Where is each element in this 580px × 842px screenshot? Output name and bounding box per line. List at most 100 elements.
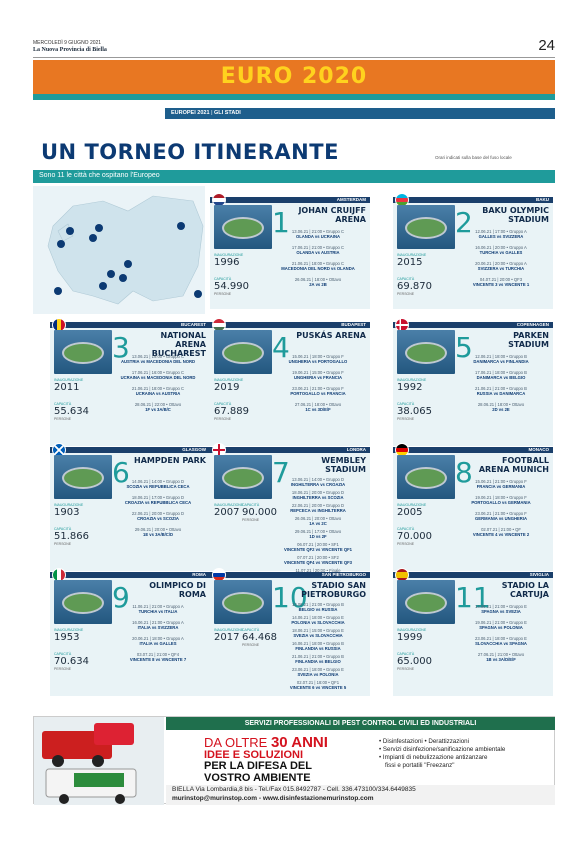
card-city: SIVIGLIA	[393, 572, 553, 578]
match-list: 13.06.21 | 21:00 • Gruppo C OLANDA vs UCR…	[268, 229, 368, 293]
capacity-value: 70.000	[397, 531, 432, 542]
capacity-value: 70.634	[54, 656, 89, 667]
ad-title: SERVIZI PROFESSIONALI DI PEST CONTROL CI…	[166, 717, 555, 730]
inauguration-label: INAUGURAZIONE	[397, 378, 427, 382]
match-item: 14.06.21 | 21:00 • Gruppo E SPAGNA vs SVE…	[451, 604, 551, 614]
card-city: LONDRA	[210, 447, 370, 453]
match-teams: 1D vs 2F	[309, 534, 327, 539]
stadium-name: JOHAN CRUIJFF ARENA	[298, 206, 366, 224]
ad-slogan-2: PER LA DIFESA DEL VOSTRO AMBIENTE	[204, 760, 312, 784]
capacity-label: CAPACITÀ	[397, 652, 415, 656]
match-info: 02.07.21 | 18:00 • QF1	[296, 680, 340, 685]
match-info: 13.06.21 | 14:00 • Gruppo D	[291, 477, 345, 482]
inauguration-label: INAUGURAZIONE	[54, 378, 84, 382]
stadium-photo	[54, 330, 112, 374]
match-info: 19.06.21 | 15:00 • Gruppo F	[292, 370, 344, 375]
match-list: 14.06.21 | 21:00 • Gruppo E SPAGNA vs SVE…	[451, 604, 551, 668]
capacity: CAPACITÀ 70.000 PERSONE	[397, 527, 432, 546]
card-city: GLASGOW	[50, 447, 210, 453]
stadium-name: BAKU OLYMPIC STADIUM	[482, 206, 549, 224]
inauguration: INAUGURAZIONE 2015	[397, 253, 426, 268]
match-item: 17.06.21 | 16:00 • Gruppo C UCRAINA vs MA…	[108, 370, 208, 380]
match-item: 12.06.21 | 18:00 • Gruppo B DANIMARCA vs …	[451, 354, 551, 364]
map-marker-10	[177, 222, 185, 230]
match-info: 06.07.21 | 20:00 • SF1	[297, 542, 339, 547]
inauguration-label: INAUGURAZIONE	[214, 628, 244, 632]
match-teams: OLANDA vs AUSTRIA	[296, 250, 340, 255]
stadium-photo	[214, 580, 272, 624]
match-info: 19.06.21 | 18:00 • Gruppo F	[475, 495, 527, 500]
match-info: 21.06.21 | 18:00 • Gruppo C	[131, 386, 185, 391]
capacity-unit: PERSONE	[54, 667, 72, 671]
inauguration-label: INAUGURAZIONE	[397, 253, 427, 257]
capacity: CAPACITÀ 38.065 PERSONE	[397, 402, 432, 421]
section-separator: |	[211, 110, 213, 116]
inauguration-label: INAUGURAZIONE	[54, 628, 84, 632]
capacity-label: CAPACITÀ	[54, 402, 72, 406]
inauguration-year: 2005	[397, 507, 423, 518]
map-marker-5	[89, 234, 97, 242]
match-info: 21.06.21 | 21:00 • Gruppo B	[475, 386, 527, 391]
match-teams: VINCENTE QF4 vs VINCENTE QF3	[284, 560, 352, 565]
card-number: 9	[112, 581, 130, 614]
match-teams: VINCENTE 8 vs VINCENTE 7	[129, 657, 187, 662]
map-marker-6	[66, 227, 74, 235]
inauguration: INAUGURAZIONE 2017	[214, 628, 243, 643]
inauguration: INAUGURAZIONE 2005	[397, 503, 426, 518]
europe-map	[33, 186, 205, 314]
map-marker-1	[95, 224, 103, 232]
match-item: 23.06.21 | 21:00 • Gruppo F PORTOGALLO vs…	[268, 386, 368, 396]
capacity: CAPACITÀ 67.889 PERSONE	[214, 402, 249, 421]
inauguration-label: INAUGURAZIONE	[214, 378, 244, 382]
match-teams: FINLANDIA vs RUSSIA	[295, 646, 341, 651]
match-teams: 1C vs 3D/E/F	[305, 407, 331, 412]
capacity-value: 64.468	[242, 632, 277, 643]
stadium-photo	[214, 205, 272, 249]
stadium-name: PARKEN STADIUM	[508, 331, 549, 349]
inauguration-year: 1996	[214, 257, 240, 268]
match-teams: PORTOGALLO vs GERMANIA	[471, 500, 531, 505]
card-number: 6	[112, 456, 130, 489]
match-item: 27.06.21 | 21:00 • Ottavo 1B vs 3A/D/E/F	[451, 652, 551, 662]
capacity: CAPACITÀ 64.468 PERSONE	[242, 628, 277, 647]
match-teams: SLOVACCHIA vs SPAGNA	[475, 641, 527, 646]
match-info: 27.06.21 | 18:00 • Ottavo	[294, 402, 342, 407]
match-teams: DANIMARCA vs BELGIO	[476, 375, 526, 380]
ad-services-list: • Disinfestazioni • Derattizzazioni • Se…	[379, 738, 505, 770]
inauguration: INAUGURAZIONE 1996	[214, 253, 243, 268]
match-list: 14.06.21 | 14:00 • Gruppo D SCOZIA vs REP…	[108, 479, 208, 543]
inauguration-year: 1953	[54, 632, 80, 643]
stadium-name: STADIO SAN PIETROBURGO	[301, 581, 366, 599]
match-item: 17.06.21 | 18:00 • Gruppo B DANIMARCA vs …	[451, 370, 551, 380]
banner-background	[33, 60, 555, 94]
stadium-card: COPENHAGEN 5 PARKEN STADIUM INAUGURAZIONE 19…	[393, 318, 553, 446]
match-item: 16.06.21 | 21:00 • Gruppo A ITALIA vs SVI…	[108, 620, 208, 630]
advertisement: SERVIZI PROFESSIONALI DI PEST CONTROL CI…	[33, 716, 555, 805]
europe-map-graphic	[33, 186, 205, 314]
match-item: 28.06.21 | 22:00 • Ottavo 1F vs 3A/B/C	[108, 402, 208, 412]
match-item: 13.06.21 | 19:00 • Gruppo C AUSTRIA vs MA…	[108, 354, 208, 364]
stadium-photo	[397, 330, 455, 374]
match-teams: MACEDONIA DEL NORD vs OLANDA	[281, 266, 355, 271]
ad-service-item: • Impianti di nebulizzazione antizanzare	[379, 754, 488, 761]
capacity: CAPACITÀ 51.866 PERSONE	[54, 527, 89, 546]
match-item: 02.07.21 | 18:00 • QF1 VINCENTE 6 vs VINC…	[268, 680, 368, 690]
match-item: 20.06.21 | 20:00 • Gruppo A SVIZZERA vs T…	[451, 261, 551, 271]
card-number: 10	[272, 581, 308, 614]
card-number: 2	[455, 206, 473, 239]
match-info: 13.06.21 | 21:00 • Gruppo C	[291, 229, 345, 234]
ad-address: BIELLA Via Lombardia,8 bis - Tel./Fax 01…	[172, 786, 416, 793]
ad-contacts: BIELLA Via Lombardia,8 bis - Tel./Fax 01…	[166, 785, 555, 805]
match-info: 18.06.21 | 15:00 • Gruppo E	[292, 628, 344, 633]
capacity-unit: PERSONE	[214, 292, 232, 296]
inauguration: INAUGURAZIONE 1999	[397, 628, 426, 643]
inauguration-year: 2017	[214, 632, 240, 643]
stadium-card: GLASGOW 6 HAMPDEN PARK INAUGURAZIONE 1903 CAP…	[50, 443, 210, 571]
ad-service-item: • Servizi disinfezione/sanificazione amb…	[379, 746, 506, 753]
match-info: 15.06.21 | 21:00 • Gruppo F	[475, 479, 527, 484]
ad-years-value: 30 ANNI	[270, 734, 328, 751]
match-teams: UCRAINA vs MACEDONIA DEL NORD	[120, 375, 196, 380]
ad-website[interactable]: murinstop@murinstop.com - www.disinfesta…	[172, 794, 374, 802]
inauguration-label: INAUGURAZIONE	[397, 503, 427, 507]
match-item: 15.06.21 | 18:00 • Gruppo F UNGHERIA vs P…	[268, 354, 368, 364]
